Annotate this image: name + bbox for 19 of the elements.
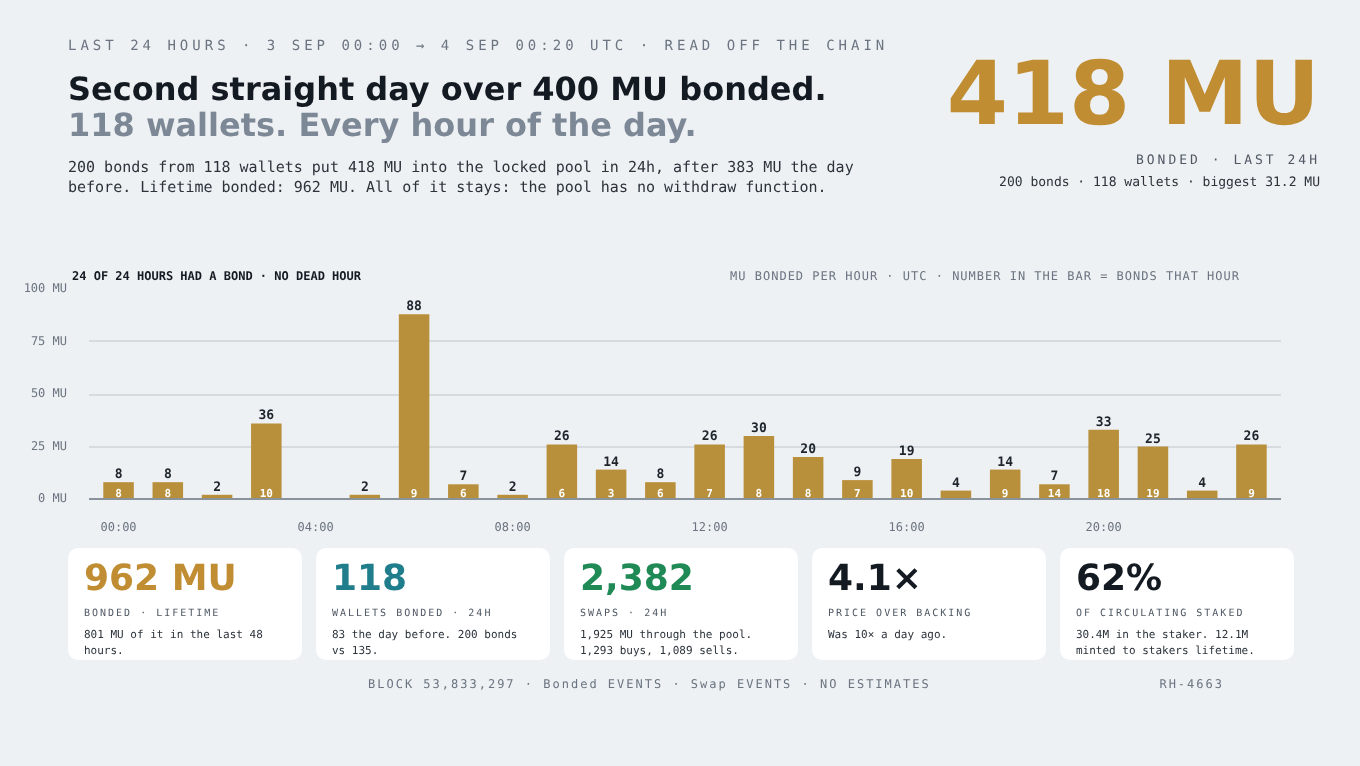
bar bbox=[251, 423, 282, 499]
bar bbox=[546, 444, 578, 499]
bar bbox=[842, 480, 873, 499]
bar bbox=[891, 459, 922, 499]
bar bbox=[1137, 446, 1169, 499]
text: 418 MU bbox=[944, 44, 1320, 146]
chart-subtitle: 118 wallets. Every hour of the day. bbox=[68, 106, 699, 144]
text: 2,382 bbox=[580, 558, 696, 600]
chart-title: Second straight day over 400 MU bonded. bbox=[68, 70, 829, 108]
text: 62% bbox=[1076, 558, 1165, 600]
text: 4.1× bbox=[828, 558, 924, 600]
text: 962 MU bbox=[84, 558, 239, 600]
bar bbox=[398, 314, 430, 499]
bar bbox=[1088, 429, 1119, 499]
bar bbox=[743, 436, 775, 499]
bar bbox=[1236, 444, 1267, 499]
text: 118 bbox=[332, 558, 410, 600]
bar bbox=[694, 444, 725, 499]
bar bbox=[792, 457, 824, 499]
